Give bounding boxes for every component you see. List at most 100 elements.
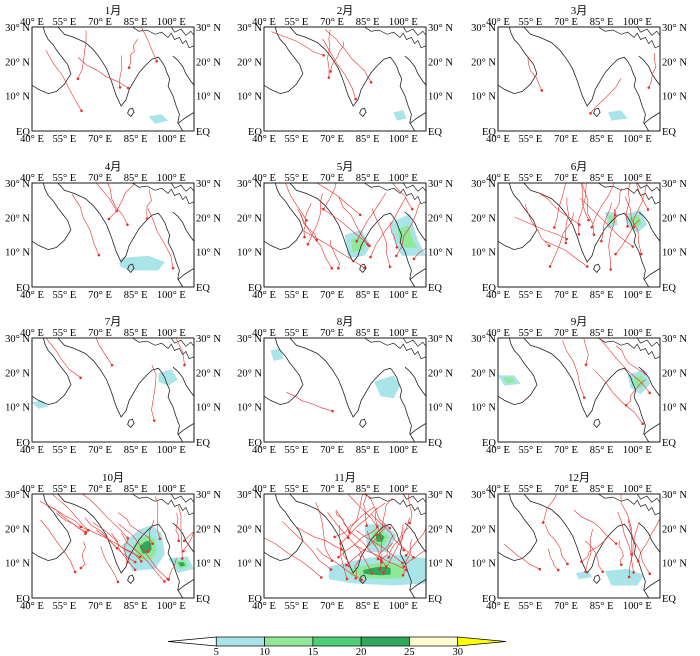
track-endpoint	[329, 70, 332, 73]
track-endpoint	[412, 257, 416, 261]
panel-title: 3月	[571, 5, 588, 17]
track-endpoint	[647, 86, 651, 89]
track-endpoint	[577, 232, 581, 236]
cyclone-track	[183, 531, 194, 552]
lon-tick-label: 85° E	[356, 484, 380, 495]
lon-tick-label: 40° E	[252, 445, 276, 456]
lat-tick-label: 20° N	[196, 368, 221, 379]
track-endpoint	[133, 568, 137, 572]
lon-tick-label: 100° E	[623, 134, 652, 145]
track-endpoint	[374, 533, 378, 536]
cyclone-track	[340, 502, 386, 544]
track-endpoint	[183, 363, 186, 367]
frequency-shading	[575, 571, 592, 580]
lat-tick-label: 10° N	[196, 248, 221, 259]
lat-tick-label: 30° N	[237, 23, 262, 34]
land-border	[364, 183, 426, 205]
cyclone-track	[77, 57, 129, 89]
cyclone-track	[56, 512, 87, 533]
coastline	[127, 418, 135, 428]
track-endpoint	[163, 580, 166, 583]
cyclone-track	[334, 506, 375, 538]
lat-tick-label: 10° N	[5, 559, 30, 570]
lon-tick-label: 85° E	[356, 601, 380, 612]
lat-tick-label: 30° N	[662, 490, 687, 501]
track-endpoint	[330, 266, 334, 270]
lon-tick-label: 100° E	[157, 134, 186, 145]
colorbar-segment	[457, 636, 507, 647]
cyclone-track	[147, 208, 174, 269]
cyclone-track	[544, 240, 588, 267]
cyclone-track	[45, 50, 82, 111]
lon-tick-label: 40° E	[20, 445, 44, 456]
track-endpoint	[155, 59, 159, 63]
track-endpoint	[580, 560, 583, 563]
track-endpoint	[627, 575, 631, 579]
track-endpoint	[369, 80, 373, 84]
lat-tick-label: 10° N	[662, 92, 687, 103]
track-endpoint	[626, 225, 629, 228]
lon-tick-label: 40° E	[486, 134, 510, 145]
cyclone-track	[632, 183, 647, 228]
lon-tick-label: 70° E	[88, 445, 112, 456]
cyclone-track	[330, 240, 340, 269]
track-endpoint	[126, 537, 130, 540]
lat-tick-label: 10° N	[237, 248, 262, 259]
lon-tick-label: 100° E	[389, 601, 418, 612]
track-endpoint	[401, 573, 405, 577]
lon-tick-label: 70° E	[88, 328, 112, 339]
cyclone-track	[635, 183, 649, 210]
cyclone-track	[371, 208, 391, 267]
track-endpoint	[79, 376, 82, 380]
cyclone-track	[323, 183, 337, 210]
coastline	[638, 55, 660, 86]
cyclone-track	[363, 494, 367, 526]
cyclone-track	[375, 497, 393, 535]
track-endpoint	[182, 549, 185, 553]
frequency-shading-core	[629, 215, 642, 228]
colorbar-segment	[409, 636, 459, 647]
lon-tick-label: 55° E	[519, 328, 543, 339]
track-endpoint	[107, 217, 111, 221]
lat-tick-label: 10° N	[471, 559, 496, 570]
track-endpoint	[631, 245, 635, 248]
track-endpoint	[110, 363, 114, 367]
lon-tick-label: 40° E	[20, 328, 44, 339]
lon-tick-label: 70° E	[320, 445, 344, 456]
map-panel: 12月 40° E 55° E 70° E 85° E 100° E 40° E 55° E 7…	[471, 472, 687, 612]
track-endpoint	[564, 241, 568, 245]
lon-tick-label: 85° E	[356, 134, 380, 145]
panel-frame	[497, 337, 661, 443]
cyclone-track	[346, 523, 389, 566]
coastline	[498, 338, 538, 406]
cyclone-track	[77, 30, 87, 79]
track-endpoint	[587, 218, 590, 222]
cyclone-track	[80, 541, 86, 569]
lat-tick-label: EQ	[16, 594, 30, 605]
track-endpoint	[648, 572, 652, 576]
lat-tick-label: EQ	[196, 127, 210, 138]
cyclone-track	[608, 208, 615, 270]
coastline	[264, 338, 304, 406]
lon-tick-label: 55° E	[285, 328, 309, 339]
cyclone-track	[118, 55, 123, 88]
frequency-shading	[393, 110, 407, 121]
map-panel: 2月 40° E 55° E 70° E 85° E 100° E 40° E 55° E 70…	[237, 5, 453, 145]
land-border	[598, 494, 660, 516]
coastline	[177, 422, 194, 436]
colorbar-segment	[264, 636, 314, 647]
lon-tick-label: 85° E	[590, 328, 614, 339]
cyclone-track	[584, 540, 603, 572]
track-endpoint	[404, 568, 408, 572]
cyclone-track	[128, 39, 138, 68]
lon-tick-label: 70° E	[88, 484, 112, 495]
lon-tick-label: 70° E	[88, 173, 112, 184]
lat-tick-label: 10° N	[662, 403, 687, 414]
cyclone-track	[347, 494, 364, 538]
coastline	[289, 27, 416, 131]
lat-tick-label: 20° N	[5, 524, 30, 535]
lat-tick-label: 10° N	[428, 248, 453, 259]
cyclone-track	[354, 553, 361, 579]
cyclone-track	[151, 364, 157, 421]
track-endpoint	[600, 239, 603, 243]
